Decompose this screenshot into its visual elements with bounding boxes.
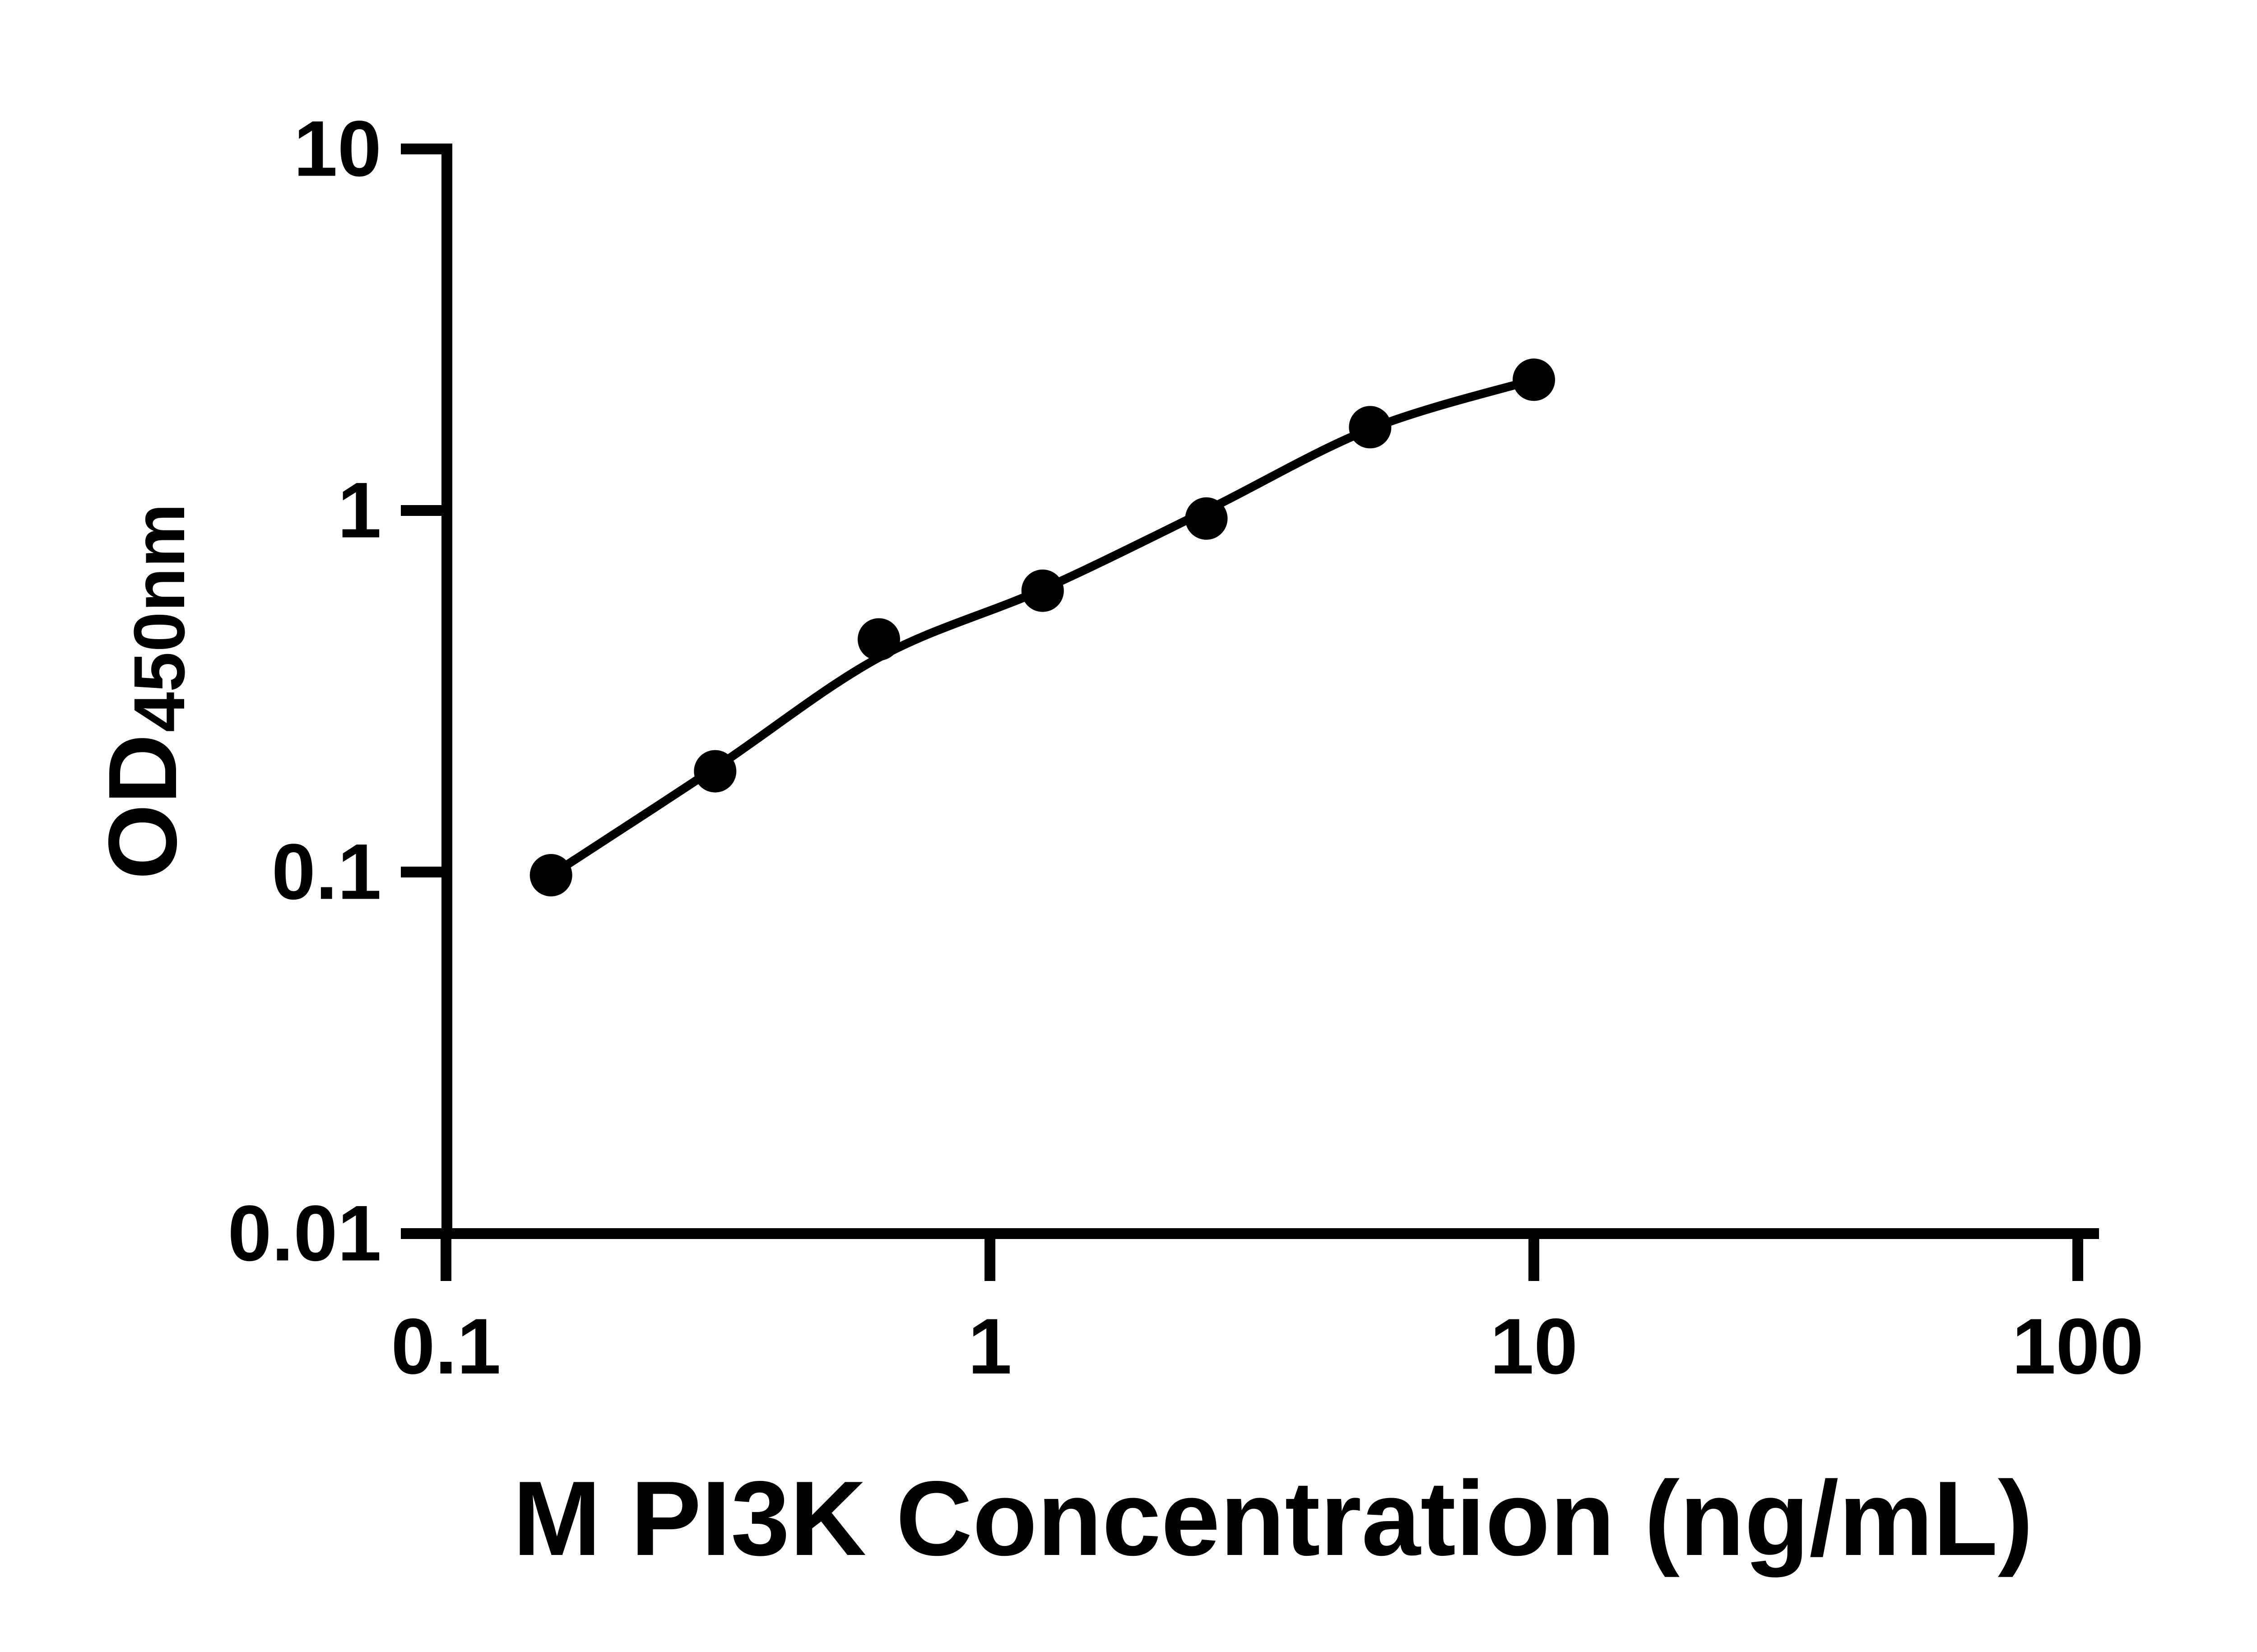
x-axis-ticks	[441, 1239, 2083, 1281]
y-axis-ticks	[401, 144, 441, 1239]
x-tick-label: 0.1	[391, 1303, 501, 1391]
data-points-group	[529, 358, 1555, 896]
y-tick-label: 10	[293, 105, 381, 193]
y-tick-label: 0.1	[272, 828, 381, 916]
y-axis-title-subscript: 450nm	[119, 503, 200, 732]
x-axis-title: M PI3K Concentration (ng/mL)	[513, 1459, 2033, 1578]
data-point	[694, 750, 737, 793]
data-point	[529, 854, 572, 896]
y-tick-label: 0.01	[228, 1190, 381, 1278]
y-axis-tick-labels: 10 1 0.1 0.01	[228, 105, 381, 1278]
data-point	[1349, 406, 1392, 449]
x-tick-label: 10	[1490, 1303, 1578, 1391]
y-axis-title: OD 450nm	[88, 503, 200, 879]
x-axis: 0.1 1 10 100 M PI3K Concentration (ng/mL)	[391, 1228, 2144, 1578]
x-tick-label: 100	[2012, 1303, 2144, 1391]
y-axis-title-main: OD	[88, 734, 197, 880]
fit-curve-group	[547, 375, 1538, 880]
x-axis-tick-labels: 0.1 1 10 100	[391, 1303, 2144, 1391]
data-point	[1021, 569, 1064, 612]
data-point	[858, 618, 900, 661]
x-tick-label: 1	[968, 1303, 1012, 1391]
fit-curve	[547, 375, 1538, 880]
data-point	[1513, 358, 1555, 401]
y-axis: 10 1 0.1 0.01 OD 450nm	[88, 105, 452, 1278]
y-tick-label: 1	[338, 467, 381, 555]
data-point	[1185, 497, 1228, 540]
